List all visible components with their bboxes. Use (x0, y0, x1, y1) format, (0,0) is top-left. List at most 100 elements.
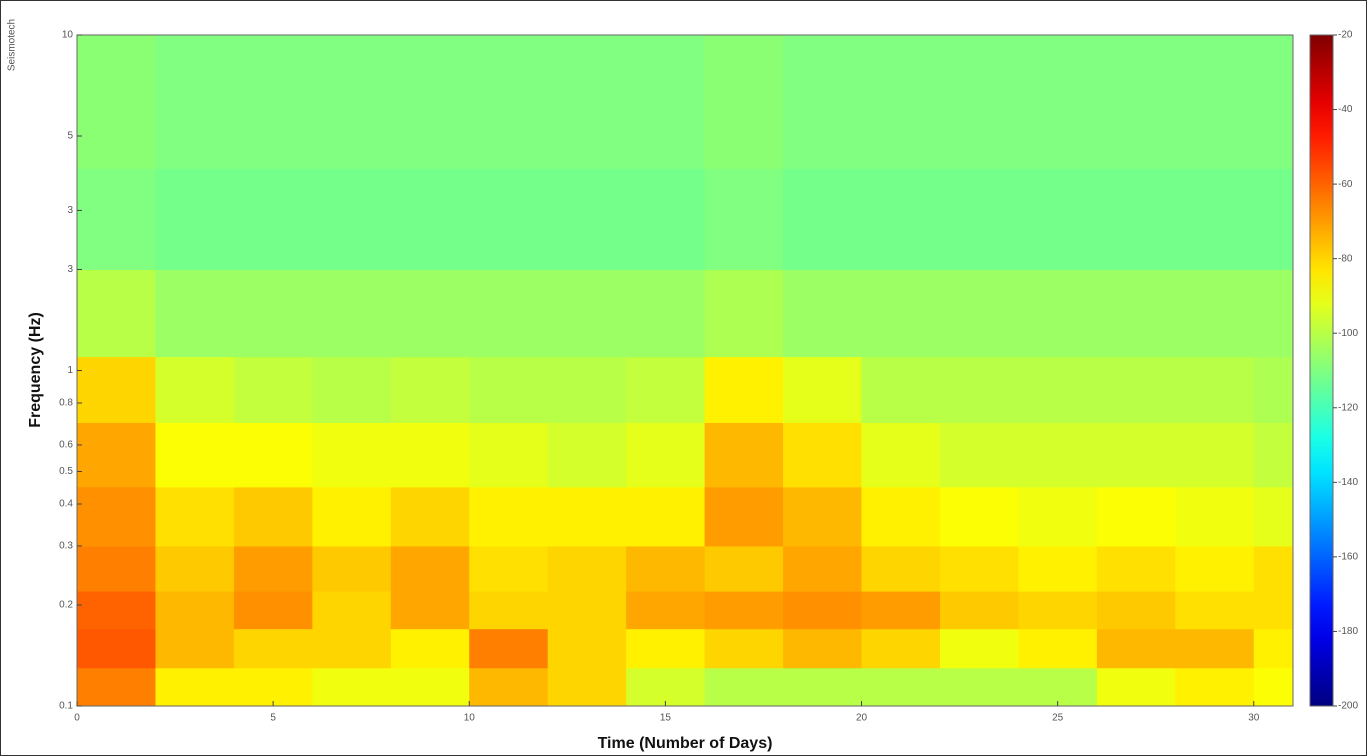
heatmap-cell (939, 356, 1019, 423)
heatmap-cell (1096, 356, 1176, 423)
heatmap-cell (1175, 628, 1255, 669)
x-tick-label: 20 (856, 713, 868, 724)
colorbar-tick-label: -140 (1338, 477, 1358, 488)
heatmap-cell (155, 356, 235, 423)
heatmap-cell (469, 667, 549, 707)
heatmap-cell (704, 269, 784, 358)
heatmap-cell (155, 667, 235, 707)
heatmap-cell (861, 545, 941, 592)
heatmap-cell (1175, 591, 1255, 630)
colorbar-tick-label: -40 (1338, 104, 1353, 115)
heatmap-cell (1253, 168, 1294, 271)
heatmap-cell (1175, 269, 1255, 358)
heatmap-cell (1253, 545, 1294, 592)
heatmap-cell (547, 356, 627, 423)
heatmap-cell (1096, 667, 1176, 707)
colorbar-tick-label: -20 (1338, 30, 1353, 41)
heatmap-cell (390, 356, 470, 423)
y-tick-label: 0.5 (59, 466, 73, 477)
colorbar-tick-label: -180 (1338, 626, 1358, 637)
heatmap-cell (1175, 168, 1255, 271)
y-tick-label: 3 (67, 264, 73, 275)
heatmap-cell (547, 422, 627, 488)
heatmap-cell (233, 269, 313, 358)
colorbar-tick-label: -120 (1338, 402, 1358, 413)
heatmap-cell (233, 667, 313, 707)
heatmap-cell (861, 35, 941, 170)
heatmap-cell (626, 545, 706, 592)
heatmap-cell (1018, 269, 1098, 358)
heatmap-cell (312, 545, 392, 592)
heatmap-cell (233, 545, 313, 592)
heatmap-cell (469, 591, 549, 630)
heatmap-cell (1253, 422, 1294, 488)
heatmap-cell (626, 35, 706, 170)
heatmap-cell (233, 591, 313, 630)
heatmap-cell (77, 667, 156, 707)
heatmap-cell (233, 168, 313, 271)
y-tick-label: 0.4 (59, 499, 73, 510)
y-tick-label: 0.6 (59, 440, 73, 451)
heatmap-cell (469, 269, 549, 358)
heatmap-cell (704, 545, 784, 592)
heatmap-cell (233, 356, 313, 423)
heatmap-cell (783, 35, 863, 170)
x-tick-label: 10 (464, 713, 476, 724)
heatmap-cell (939, 35, 1019, 170)
y-tick-label: 10 (62, 30, 74, 41)
y-axis-label: Frequency (Hz) (27, 312, 44, 428)
heatmap-cell (1096, 422, 1176, 488)
heatmap-cell (626, 168, 706, 271)
heatmap-cell (390, 545, 470, 592)
y-tick-label: 5 (67, 131, 73, 142)
heatmap-cell (77, 628, 156, 669)
heatmap-cell (77, 486, 156, 547)
heatmap-cell (1253, 356, 1294, 423)
heatmap-cell (704, 422, 784, 488)
heatmap-cell (390, 35, 470, 170)
heatmap-cell (469, 628, 549, 669)
heatmap-cell (1018, 422, 1098, 488)
heatmap-cell (704, 667, 784, 707)
heatmap-cell (861, 422, 941, 488)
heatmap-cell (469, 168, 549, 271)
heatmap-cell (704, 486, 784, 547)
heatmap-cell (1175, 667, 1255, 707)
heatmap-cell (1018, 545, 1098, 592)
heatmap-cell (1096, 168, 1176, 271)
heatmap-cell (233, 422, 313, 488)
heatmap-cell (861, 486, 941, 547)
heatmap-cell (390, 269, 470, 358)
heatmap-cell (626, 591, 706, 630)
heatmap-cell (626, 486, 706, 547)
heatmap-cell (77, 356, 156, 423)
heatmap-cell (783, 168, 863, 271)
heatmap-cell (155, 591, 235, 630)
heatmap-cell (390, 422, 470, 488)
x-axis-label: Time (Number of Days) (598, 735, 773, 752)
heatmap-cell (1096, 35, 1176, 170)
heatmap-cell (547, 591, 627, 630)
heatmap-cell (783, 356, 863, 423)
heatmap-cell (783, 591, 863, 630)
heatmap-cell (704, 168, 784, 271)
heatmap-cell (861, 667, 941, 707)
heatmap-cell (312, 628, 392, 669)
heatmap-cell (1175, 486, 1255, 547)
heatmap-cell (312, 168, 392, 271)
heatmap-cell (783, 486, 863, 547)
heatmap-cell (312, 356, 392, 423)
heatmap-cell (547, 269, 627, 358)
heatmap-cell (939, 168, 1019, 271)
heatmap-cell (312, 35, 392, 170)
heatmap-cell (939, 486, 1019, 547)
heatmap-cell (312, 591, 392, 630)
heatmap-cell (939, 545, 1019, 592)
heatmap-cell (939, 269, 1019, 358)
colorbar-tick-label: -60 (1338, 179, 1353, 190)
heatmap-cell (861, 628, 941, 669)
colorbar (1309, 34, 1334, 707)
x-tick-label: 15 (660, 713, 672, 724)
heatmap-cell (77, 422, 156, 488)
